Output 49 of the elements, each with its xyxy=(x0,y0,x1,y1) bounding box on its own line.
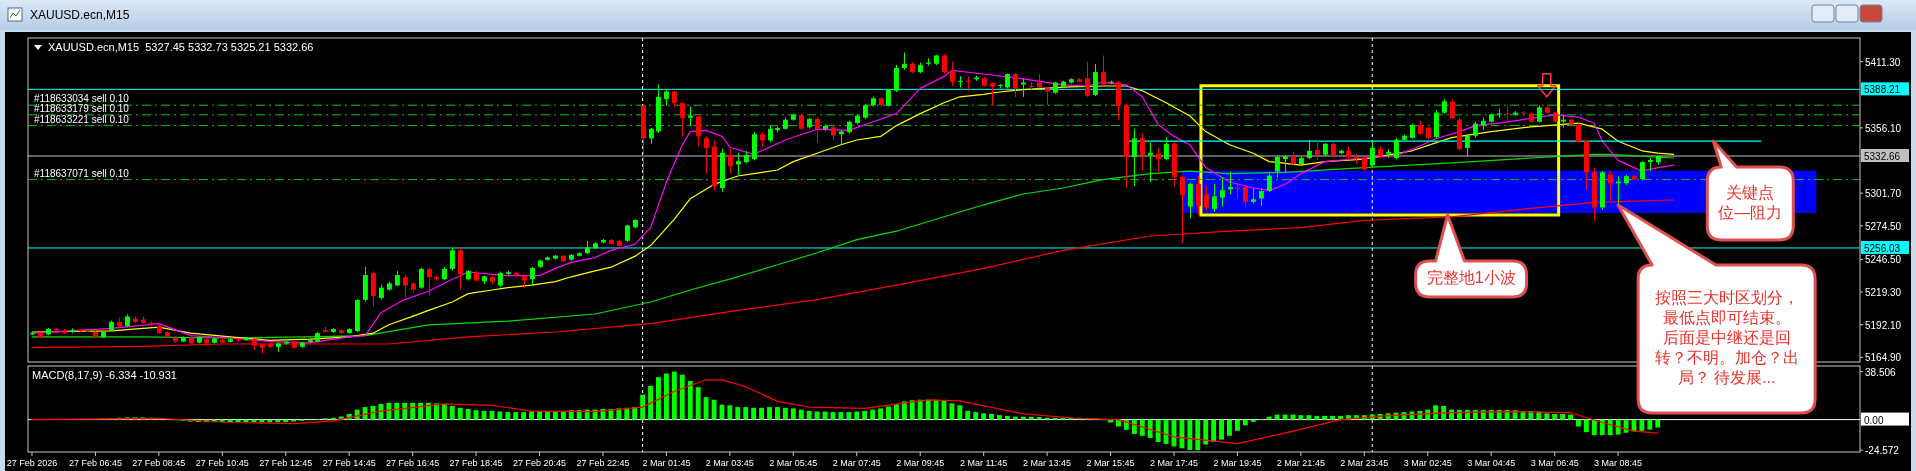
ref-line-label: 5332.66 xyxy=(1864,151,1901,163)
x-tick-label: 27 Feb 14:45 xyxy=(322,458,376,468)
ref-line-label: #118637071 sell 0.10 xyxy=(34,167,130,179)
x-tick-label: 27 Feb 20:45 xyxy=(513,458,567,468)
ref-line-label: #118633221 sell 0.10 xyxy=(34,113,130,125)
y-tick-label: 5192.10 xyxy=(1865,319,1902,331)
y-tick-label: 5219.30 xyxy=(1865,287,1902,299)
ref-line-label: 5388.21 xyxy=(1864,84,1901,96)
x-tick-label: 2 Mar 15:45 xyxy=(1086,458,1135,468)
y-tick-label: 5411.30 xyxy=(1865,56,1901,68)
x-tick-label: 2 Mar 05:45 xyxy=(769,458,818,468)
chart-title: XAUUSD.ecn,M15 xyxy=(30,8,130,22)
y-tick-label: 38.506 xyxy=(1865,366,1897,378)
x-tick-label: 27 Feb 2026 xyxy=(6,458,58,468)
x-tick-label: 3 Mar 06:45 xyxy=(1530,458,1579,468)
ref-line-label: 0.00 xyxy=(1864,414,1884,426)
x-tick-label: 2 Mar 09:45 xyxy=(896,458,945,468)
y-tick-label: 5301.70 xyxy=(1865,188,1902,200)
x-tick-label: 27 Feb 10:45 xyxy=(195,458,249,468)
y-tick-label: 5246.50 xyxy=(1865,254,1902,266)
x-tick-label: 2 Mar 13:45 xyxy=(1023,458,1072,468)
x-tick-label: 2 Mar 23:45 xyxy=(1340,458,1389,468)
annotation: 完整地1小波 xyxy=(1426,269,1516,287)
ref-line-label: #118633034 sell 0.10 xyxy=(34,93,130,105)
chart-subtitle: XAUUSD.ecn,M15 5327.45 5332.73 5325.21 5332.66 xyxy=(48,41,314,53)
x-tick-label: 2 Mar 01:45 xyxy=(642,458,691,468)
x-tick-label: 2 Mar 17:45 xyxy=(1149,458,1199,468)
x-tick-label: 27 Feb 08:45 xyxy=(132,458,186,468)
x-tick-label: 27 Feb 16:45 xyxy=(386,458,440,468)
x-tick-label: 27 Feb 06:45 xyxy=(68,458,122,468)
x-tick-label: 3 Mar 08:45 xyxy=(1594,458,1643,468)
x-tick-label: 3 Mar 02:45 xyxy=(1403,458,1452,468)
x-tick-label: 2 Mar 03:45 xyxy=(705,458,754,468)
y-tick-label: 5164.90 xyxy=(1865,352,1902,364)
x-tick-label: 2 Mar 11:45 xyxy=(959,458,1008,468)
ref-line-label: #118633179 sell 0.10 xyxy=(34,102,130,114)
ref-line-label: 5256.03 xyxy=(1864,242,1901,254)
annotation: 按照三大时区划分，最低点即可结束。后面是中继还是回转？不明。加仓？出局？ 待发展... xyxy=(1654,289,1799,387)
y-tick-label: 5356.10 xyxy=(1865,122,1902,134)
x-tick-label: 2 Mar 19:45 xyxy=(1213,458,1262,468)
chart-title: MACD(8,17,9) -6.334 -10.931 xyxy=(32,369,177,381)
x-tick-label: 27 Feb 22:45 xyxy=(576,458,630,468)
y-tick-label: 5274.50 xyxy=(1865,220,1902,232)
y-tick-label: -24.572 xyxy=(1865,445,1900,457)
x-tick-label: 2 Mar 07:45 xyxy=(832,458,881,468)
x-tick-label: 27 Feb 12:45 xyxy=(259,458,313,468)
x-tick-label: 27 Feb 18:45 xyxy=(449,458,503,468)
x-tick-label: 3 Mar 04:45 xyxy=(1467,458,1516,468)
x-tick-label: 2 Mar 21:45 xyxy=(1276,458,1325,468)
